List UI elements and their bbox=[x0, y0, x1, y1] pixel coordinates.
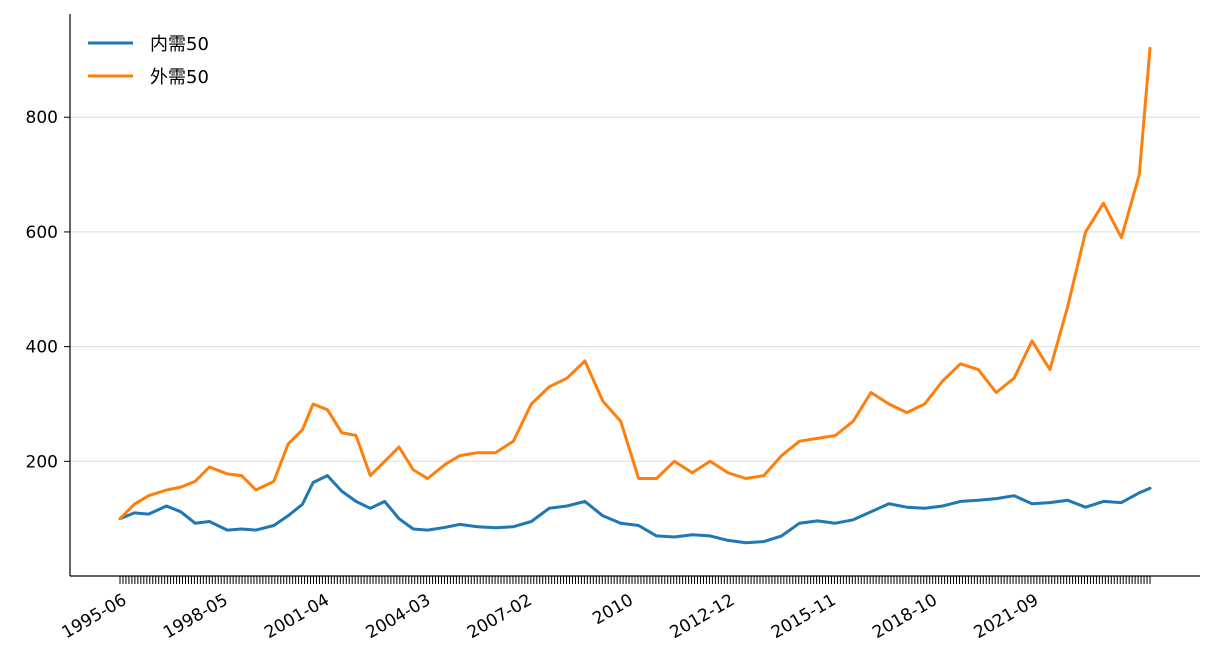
series-line-0 bbox=[118, 474, 1152, 545]
x-tick-label-2004-03: 2004-03 bbox=[363, 590, 435, 643]
y-tick-label-600: 600 bbox=[26, 223, 58, 243]
x-tick-label-2001-04: 2001-04 bbox=[261, 590, 333, 643]
x-tick-label-2015-11: 2015-11 bbox=[768, 590, 840, 643]
gridlines bbox=[70, 116, 1200, 462]
series-line-1 bbox=[118, 46, 1152, 521]
legend: 内需50 外需50 bbox=[88, 34, 209, 88]
legend-label-1: 外需50 bbox=[150, 67, 209, 88]
series-lines bbox=[118, 46, 1152, 545]
axes bbox=[69, 14, 1200, 577]
x-tick-label-1995-06: 1995-06 bbox=[59, 590, 131, 643]
x-tick-label-1998-05: 1998-05 bbox=[160, 590, 232, 643]
y-ticks: 200 400 600 800 bbox=[26, 108, 70, 472]
y-tick-label-200: 200 bbox=[26, 452, 58, 472]
y-tick-label-400: 400 bbox=[26, 338, 58, 358]
x-tick-label-2012-12: 2012-12 bbox=[667, 590, 739, 643]
x-tick-label-2010: 2010 bbox=[589, 590, 636, 629]
x-ticks: 1995-06 1998-05 2001-04 2004-03 2007-02 2010 2… bbox=[59, 576, 1151, 643]
y-tick-label-800: 800 bbox=[26, 108, 58, 128]
legend-label-0: 内需50 bbox=[150, 34, 209, 55]
x-tick-label-2018-10: 2018-10 bbox=[869, 590, 941, 643]
x-tick-label-2021-09: 2021-09 bbox=[971, 590, 1043, 643]
x-tick-label-2007-02: 2007-02 bbox=[464, 590, 536, 643]
